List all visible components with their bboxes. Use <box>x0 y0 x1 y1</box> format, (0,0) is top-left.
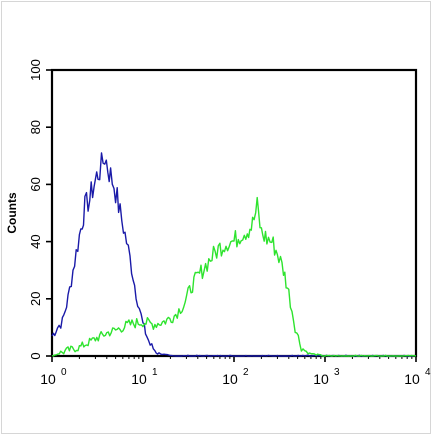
y-tick-label: 60 <box>28 177 43 191</box>
y-tick-label: 0 <box>28 352 43 359</box>
series-layer <box>51 152 417 357</box>
x-tick-exponent: 2 <box>243 367 249 378</box>
x-tick-label: 10 <box>404 371 420 387</box>
x-tick-label: 10 <box>313 371 329 387</box>
y-tick-label: 80 <box>28 120 43 134</box>
x-tick-exponent: 4 <box>425 367 431 378</box>
plot-area <box>50 68 418 358</box>
y-tick-label: 40 <box>28 234 43 248</box>
y-axis-title: Counts <box>5 192 19 234</box>
x-axis-ticks: 10 0 10 1 10 2 10 3 10 4 <box>40 356 431 387</box>
y-tick-label: 20 <box>28 292 43 306</box>
y-axis-ticks: 0 20 40 60 80 100 <box>28 59 52 360</box>
series-line-2 <box>51 196 417 357</box>
x-tick-exponent: 0 <box>61 367 67 378</box>
x-tick-exponent: 1 <box>152 367 158 378</box>
x-tick-label: 10 <box>131 371 147 387</box>
x-tick-label: 10 <box>40 371 56 387</box>
x-tick-label: 10 <box>222 371 238 387</box>
y-tick-label: 100 <box>28 59 43 81</box>
x-tick-exponent: 3 <box>334 367 340 378</box>
